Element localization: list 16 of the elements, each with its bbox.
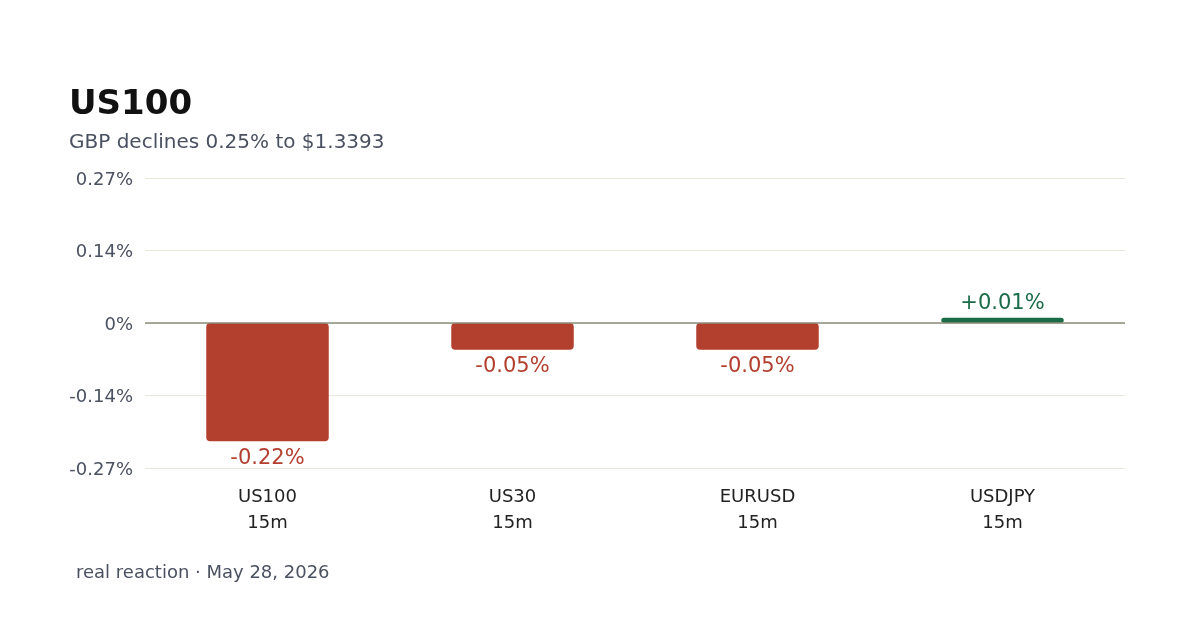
x-tick-label: EURUSD 15m xyxy=(719,484,796,532)
y-tick-label: -0.27% xyxy=(69,457,133,479)
x-tick-label: US30 15m xyxy=(488,484,537,532)
x-tick-label: USDJPY 15m xyxy=(969,484,1037,532)
data-label: -0.22% xyxy=(230,444,305,469)
y-tick-label: -0.14% xyxy=(69,385,133,406)
x-tick-label: US100 15m xyxy=(238,484,297,532)
text: real reaction · May 28, 2026 xyxy=(76,560,330,582)
chart-title: US100 xyxy=(69,82,193,122)
data-label: +0.01% xyxy=(960,290,1045,315)
chart-subtitle: GBP declines 0.25% to $1.3393 xyxy=(69,129,385,153)
y-tick-label: 0.27% xyxy=(75,167,133,189)
data-label: -0.05% xyxy=(475,353,550,378)
y-tick-label: 0% xyxy=(104,312,133,334)
data-label: -0.05% xyxy=(720,353,795,378)
y-tick-label: 0.14% xyxy=(75,240,133,261)
